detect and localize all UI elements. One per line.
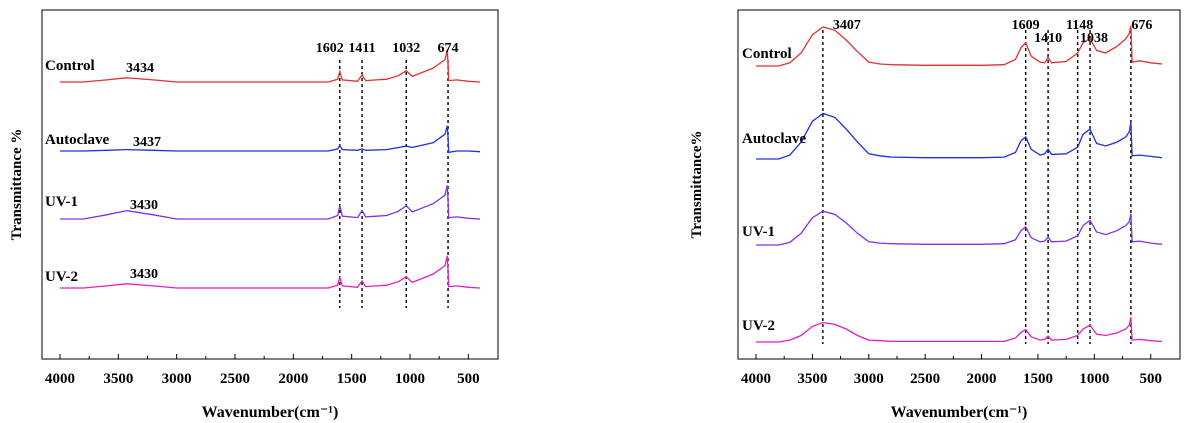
- series-label-uv-1: UV-1: [742, 224, 775, 240]
- peak-value-label: 674: [438, 41, 459, 56]
- series-peak-label: 3430: [130, 198, 158, 213]
- spectrum-line-uv-2: [60, 255, 481, 289]
- chart-panel-1: 4000 3500 3000 2500 2000 1500 1000 500 Wavenumbe…: [9, 9, 499, 421]
- x-tick-label: 1500: [1023, 371, 1053, 387]
- x-tick-label: 1000: [1079, 371, 1109, 387]
- series-label-uv-2: UV-2: [742, 318, 775, 334]
- series-label-autoclave: Autoclave: [742, 131, 806, 147]
- x-tick-label: 3500: [797, 371, 827, 387]
- peak-value-label: 1410: [1034, 31, 1062, 46]
- spectrum-line-uv-1: [756, 210, 1163, 246]
- series-label-control: Control: [742, 46, 792, 62]
- peak-value-label: 3407: [833, 18, 861, 33]
- peak-value-label: 1609: [1012, 18, 1040, 33]
- y-axis-label: Transmittance %: [9, 129, 25, 241]
- x-axis-label: Wavenumber(cm⁻¹): [891, 404, 1028, 421]
- chart-panel-2: 4000 3500 3000 2500 2000 1500 1000 500 Wavenumbe…: [689, 9, 1181, 421]
- x-tick-label: 2000: [967, 371, 997, 387]
- x-tick-label: 4000: [741, 371, 771, 387]
- series-peak-label: 3430: [130, 267, 158, 282]
- y-axis-label: Transmittance%: [689, 130, 705, 238]
- x-tick-label: 4000: [45, 371, 75, 387]
- series-peak-label: 3434: [126, 61, 154, 76]
- peak-value-label: 676: [1131, 18, 1152, 33]
- spectrum-line-uv-2: [756, 317, 1163, 343]
- spectrum-line-uv-1: [60, 185, 481, 220]
- peak-value-label: 1038: [1080, 31, 1108, 46]
- x-tick-label: 1000: [395, 371, 425, 387]
- peak-value-label: 1148: [1066, 18, 1093, 33]
- x-tick-label: 1500: [337, 371, 367, 387]
- peak-value-label: 1602: [316, 41, 344, 56]
- x-tick-label: 2500: [220, 371, 250, 387]
- x-tick-label: 500: [457, 371, 480, 387]
- series-label-autoclave: Autoclave: [45, 132, 109, 148]
- series-label-uv-2: UV-2: [45, 269, 78, 285]
- spectrum-line-control: [756, 25, 1163, 67]
- x-tick-label: 500: [1139, 371, 1162, 387]
- series-label-uv-1: UV-1: [45, 194, 78, 210]
- plot-frame: [41, 9, 499, 360]
- peak-value-label: 1411: [348, 41, 375, 56]
- x-tick-label: 3000: [854, 371, 884, 387]
- spectrum-line-autoclave: [60, 125, 481, 154]
- spectrum-line-control: [60, 49, 481, 83]
- x-axis-label: Wavenumber(cm⁻¹): [202, 404, 339, 421]
- x-tick-label: 3000: [162, 371, 192, 387]
- series-label-control: Control: [45, 58, 95, 74]
- spectrum-line-autoclave: [756, 112, 1163, 160]
- x-tick-label: 2500: [910, 371, 940, 387]
- series-peak-label: 3437: [133, 135, 161, 150]
- plot-frame: [737, 9, 1181, 360]
- peak-value-label: 1032: [392, 41, 420, 56]
- x-tick-label: 3500: [103, 371, 133, 387]
- x-tick-label: 2000: [278, 371, 308, 387]
